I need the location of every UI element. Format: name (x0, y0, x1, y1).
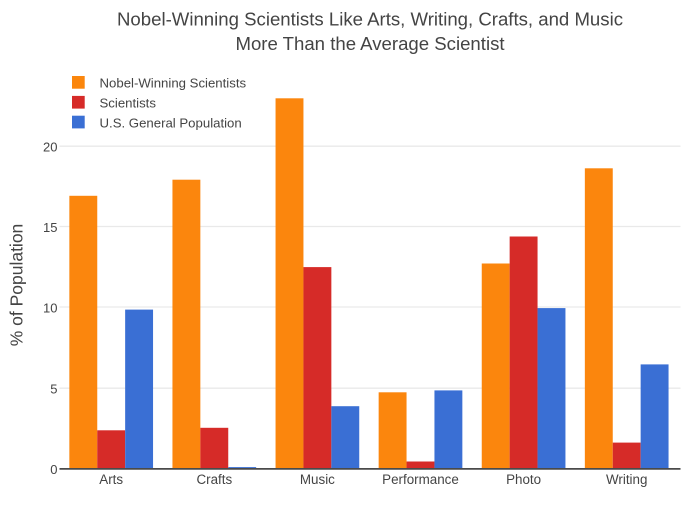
svg-text:Crafts: Crafts (196, 472, 232, 487)
svg-text:More Than the Average Scientis: More Than the Average Scientist (235, 33, 505, 54)
svg-text:Photo: Photo (506, 472, 541, 487)
svg-text:Writing: Writing (606, 472, 647, 487)
svg-text:Nobel-Winning Scientists Like: Nobel-Winning Scientists Like Arts, Writ… (117, 9, 623, 30)
svg-text:Scientists: Scientists (100, 96, 157, 111)
svg-text:5: 5 (50, 382, 57, 397)
svg-text:0: 0 (50, 462, 57, 477)
svg-text:Nobel-Winning Scientists: Nobel-Winning Scientists (100, 76, 247, 91)
svg-text:10: 10 (43, 300, 57, 315)
svg-text:15: 15 (43, 220, 57, 235)
svg-text:Arts: Arts (99, 472, 123, 487)
svg-text:20: 20 (43, 140, 57, 155)
svg-text:Performance: Performance (382, 472, 459, 487)
svg-text:% of Population: % of Population (7, 224, 27, 347)
svg-text:Music: Music (300, 472, 335, 487)
svg-text:U.S. General Population: U.S. General Population (100, 115, 242, 130)
